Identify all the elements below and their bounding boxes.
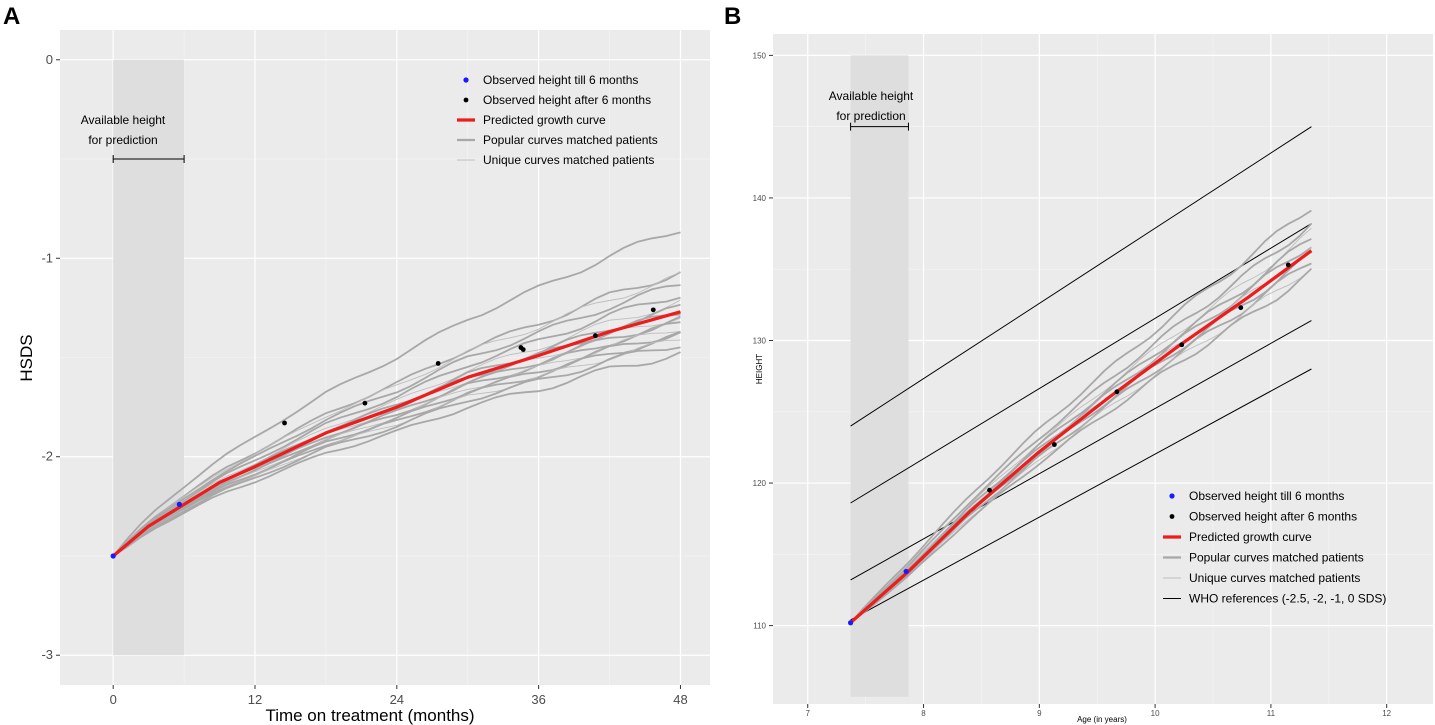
observed-point-after-6-months	[1051, 442, 1057, 447]
x-tick-label: 10	[1151, 709, 1160, 718]
popular-matched-curve	[850, 267, 1313, 624]
observed-point-after-6-months	[987, 487, 992, 493]
y-tick-label: 110	[753, 622, 766, 631]
legend-key-blue-dot	[1169, 493, 1175, 499]
x-tick-label: 11	[1267, 709, 1276, 718]
popular-matched-curve	[112, 331, 681, 557]
x-tick-label: 12	[248, 692, 262, 707]
popular-matched-curve	[849, 222, 1313, 624]
annotation-line2-b: for prediction	[836, 109, 905, 123]
y-axis-title-b: HEIGHT	[755, 354, 764, 384]
panel-letter-b: B	[724, 3, 741, 30]
observed-point-after-6-months	[1114, 389, 1120, 395]
predicted-curve-group-b	[849, 249, 1313, 624]
observed-points-b	[847, 262, 1291, 626]
annotation-a: Available height for prediction	[81, 113, 185, 164]
axis-ticks-a: 0 12 24 36 48 0 -1 -2 -3	[41, 52, 687, 707]
legend-b: Observed height till 6 months Observed he…	[1163, 489, 1386, 606]
popular-matched-curve	[112, 284, 681, 557]
legend-label: Observed height till 6 months	[483, 73, 638, 87]
observed-point-after-6-months	[1285, 262, 1291, 268]
annotation-line1-b: Available height	[829, 89, 914, 103]
popular-matched-curve	[112, 271, 681, 557]
observed-point-after-6-months	[650, 307, 656, 313]
observed-point-till-6-months	[176, 501, 182, 507]
observed-point-after-6-months	[435, 361, 441, 366]
legend-key-blue-dot	[463, 77, 469, 83]
y-tick-label: -3	[41, 647, 53, 662]
observed-point-till-6-months	[110, 553, 116, 559]
observed-point-till-6-months	[847, 620, 854, 626]
legend-a: Observed height till 6 months Observed he…	[457, 73, 658, 167]
observed-points-a	[110, 307, 656, 559]
who-reference-line	[850, 223, 1312, 504]
predicted-curve-group-a	[112, 310, 681, 558]
y-tick-label: 150	[753, 51, 767, 60]
x-tick-label: 48	[673, 692, 687, 707]
legend-label: Observed height after 6 months	[1189, 510, 1357, 524]
prediction-window-a	[113, 59, 185, 656]
y-tick-label: 130	[753, 336, 767, 345]
y-tick-label: -2	[41, 449, 53, 464]
panel-b: Available height for prediction 7 8 9 10 11 1…	[753, 34, 1433, 724]
who-reference-lines	[850, 126, 1312, 621]
y-tick-label: 0	[46, 52, 53, 67]
observed-point-after-6-months	[520, 347, 526, 352]
x-tick-label: 8	[921, 709, 926, 718]
legend-label: Predicted growth curve	[483, 113, 606, 127]
popular-matched-curve	[112, 296, 681, 557]
popular-matched-curve	[112, 231, 681, 557]
prediction-window	[850, 55, 909, 697]
who-reference-line	[850, 368, 1312, 621]
predicted-growth-curve	[112, 310, 681, 558]
legend-label: Unique curves matched patients	[483, 153, 654, 167]
annotation-b: Available height for prediction	[829, 89, 914, 131]
popular-matched-curve	[849, 209, 1312, 624]
popular-matched-curve	[112, 346, 681, 557]
x-tick-label: 24	[390, 692, 404, 707]
prediction-window-b	[850, 55, 909, 697]
x-tick-label: 36	[531, 692, 545, 707]
legend-label: Popular curves matched patients	[483, 133, 658, 147]
unique-matched-curve	[112, 271, 681, 557]
y-tick-label: -1	[41, 250, 53, 265]
who-reference-line	[850, 126, 1312, 427]
legend-label: WHO references (-2.5, -2, -1, 0 SDS)	[1189, 592, 1386, 606]
unique-matched-curve	[112, 299, 681, 557]
y-tick-label: 140	[753, 194, 767, 203]
x-tick-label: 7	[806, 709, 811, 718]
observed-point-after-6-months	[1238, 305, 1244, 311]
legend-label: Unique curves matched patients	[1189, 571, 1360, 585]
legend-label: Popular curves matched patients	[1189, 551, 1364, 565]
panel-a: Available height for prediction 0 12 24 36 4…	[17, 30, 710, 725]
x-axis-title-a: Time on treatment (months)	[265, 706, 474, 725]
x-tick-label: 9	[1037, 709, 1042, 718]
legend-label: Observed height after 6 months	[483, 93, 651, 107]
y-axis-title-a: HSDS	[17, 334, 36, 381]
legend-key-black-dot	[463, 97, 469, 103]
panel-letter-a: A	[3, 3, 20, 30]
y-tick-label: 120	[753, 479, 767, 488]
observed-point-after-6-months	[282, 420, 287, 426]
prediction-window	[113, 59, 185, 656]
axis-ticks-b: 7 8 9 10 11 12 110 120 130 140 150	[753, 51, 1392, 718]
legend-label: Observed height till 6 months	[1189, 489, 1344, 503]
observed-point-after-6-months	[592, 333, 598, 339]
x-tick-label: 12	[1382, 709, 1391, 718]
observed-point-till-6-months	[903, 568, 909, 575]
popular-matched-curve	[112, 330, 681, 557]
annotation-line2-a: for prediction	[88, 133, 157, 147]
x-tick-label: 0	[110, 692, 117, 707]
who-reference-line	[850, 320, 1312, 581]
unique-matched-curve	[850, 227, 1312, 624]
popular-matched-curve	[112, 351, 681, 557]
predicted-growth-curve	[849, 249, 1313, 624]
x-axis-title-b: Age (in years)	[1077, 715, 1127, 724]
legend-key-black-dot	[1169, 514, 1175, 519]
annotation-line1-a: Available height	[81, 113, 166, 127]
observed-point-after-6-months	[1179, 342, 1185, 348]
legend-label: Predicted growth curve	[1189, 530, 1312, 544]
observed-point-after-6-months	[362, 400, 368, 406]
